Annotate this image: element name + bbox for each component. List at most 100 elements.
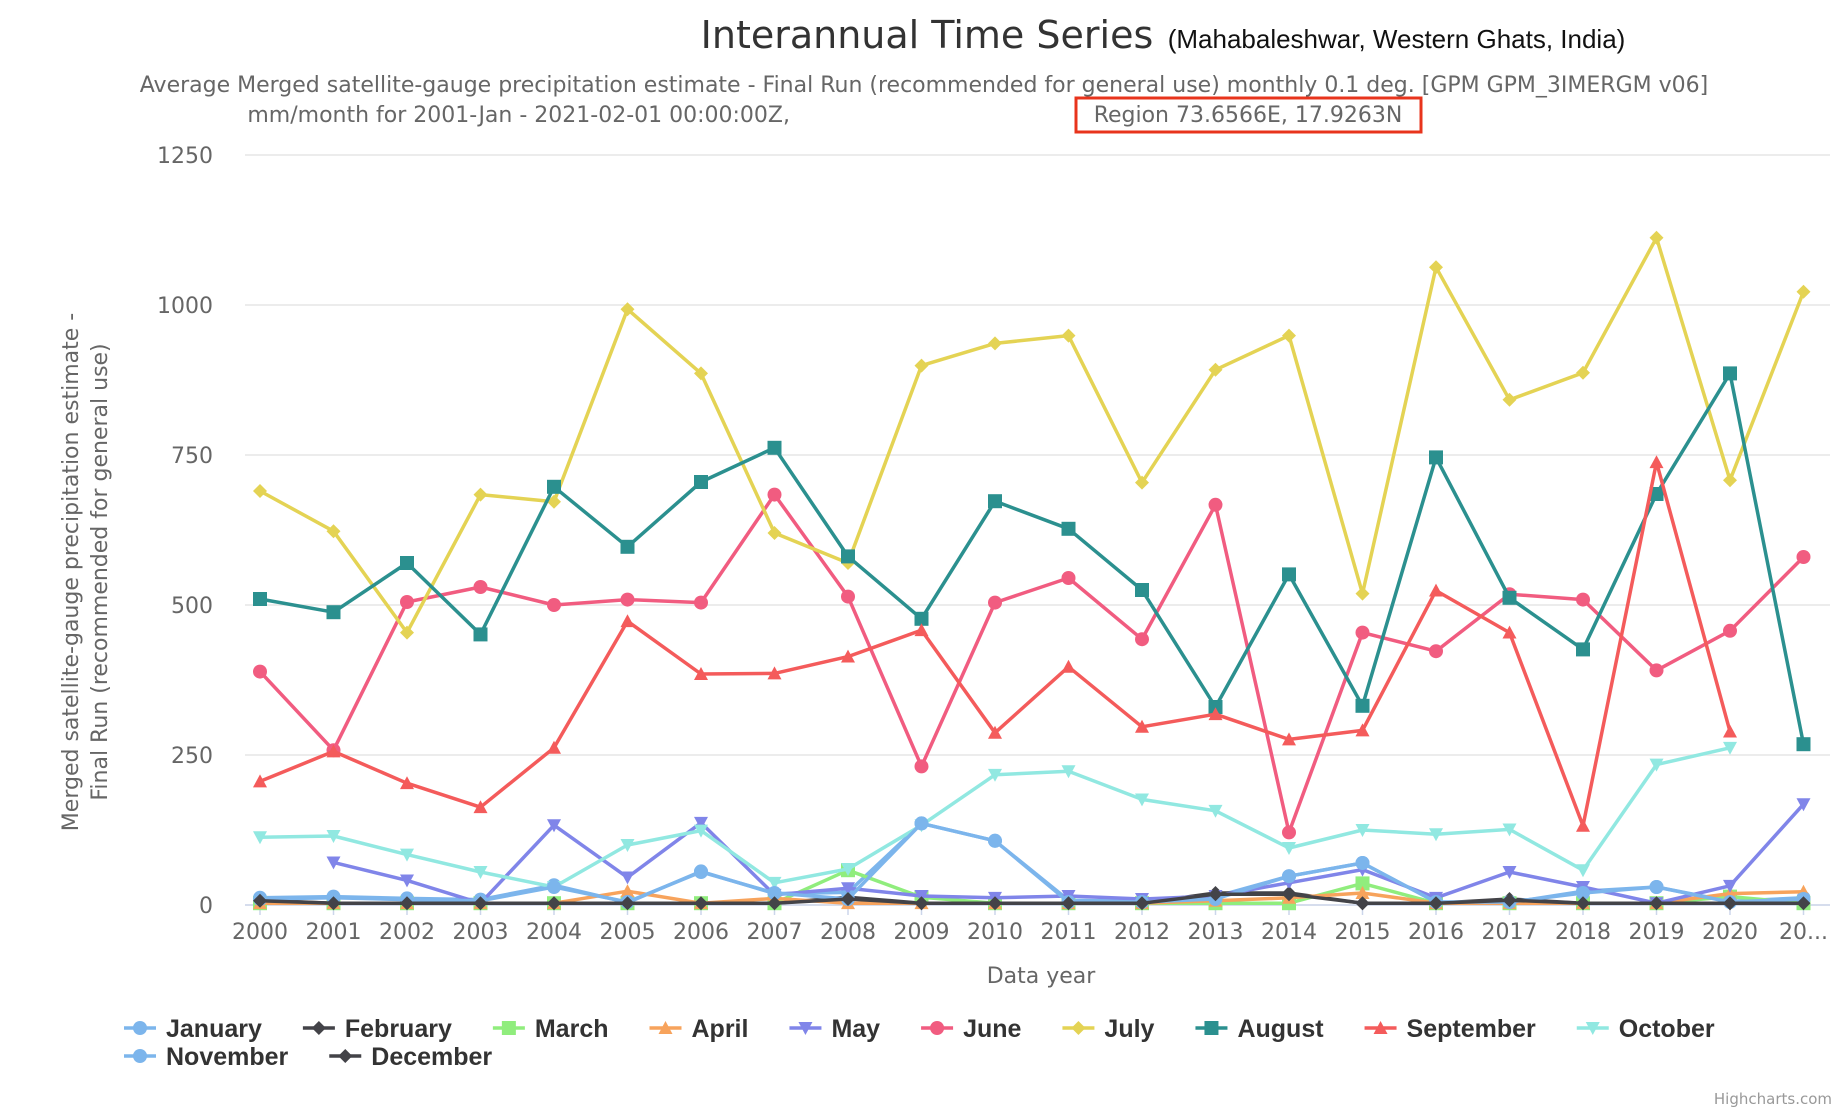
data-point-december[interactable] xyxy=(1282,887,1296,902)
data-point-march[interactable] xyxy=(1355,876,1370,891)
data-point-december[interactable] xyxy=(1649,896,1664,911)
data-point-august[interactable] xyxy=(1135,583,1149,597)
legend-item-november[interactable]: November xyxy=(124,1043,289,1071)
data-point-august[interactable] xyxy=(547,479,561,494)
data-point-december[interactable] xyxy=(767,896,782,911)
data-point-july[interactable] xyxy=(1649,230,1664,245)
data-point-july[interactable] xyxy=(988,336,1002,351)
data-point-may[interactable] xyxy=(547,819,561,833)
data-point-july[interactable] xyxy=(1282,328,1296,343)
data-point-july[interactable] xyxy=(1502,392,1517,407)
data-point-september[interactable] xyxy=(1649,455,1664,469)
data-point-october[interactable] xyxy=(1649,758,1664,772)
data-point-september[interactable] xyxy=(1429,583,1443,597)
data-point-december[interactable] xyxy=(547,896,561,911)
data-point-june[interactable] xyxy=(1061,571,1076,585)
data-point-may[interactable] xyxy=(1796,798,1811,812)
data-point-september[interactable] xyxy=(1061,659,1076,673)
data-point-october[interactable] xyxy=(400,848,414,862)
data-point-august[interactable] xyxy=(1355,698,1370,713)
data-point-december[interactable] xyxy=(1502,893,1517,908)
data-point-may[interactable] xyxy=(1723,879,1737,893)
data-point-december[interactable] xyxy=(400,896,414,911)
series-line-november[interactable] xyxy=(258,821,1806,904)
data-point-june[interactable] xyxy=(1576,592,1590,607)
data-point-august[interactable] xyxy=(1796,737,1811,752)
data-point-november[interactable] xyxy=(767,886,782,900)
data-point-december[interactable] xyxy=(1723,896,1737,911)
data-point-july[interactable] xyxy=(547,494,561,509)
data-point-june[interactable] xyxy=(1429,644,1443,659)
data-point-june[interactable] xyxy=(1796,550,1811,564)
data-point-october[interactable] xyxy=(1429,828,1443,842)
data-point-august[interactable] xyxy=(988,494,1002,509)
data-point-may[interactable] xyxy=(620,871,635,885)
data-point-september[interactable] xyxy=(253,774,267,788)
data-point-september[interactable] xyxy=(1355,723,1370,737)
data-point-july[interactable] xyxy=(1355,586,1370,601)
legend-item-july[interactable]: July xyxy=(1062,1015,1155,1043)
legend-item-april[interactable]: April xyxy=(649,1015,749,1043)
data-point-october[interactable] xyxy=(473,866,488,879)
data-point-october[interactable] xyxy=(988,768,1002,782)
data-point-july[interactable] xyxy=(1429,260,1443,275)
data-point-july[interactable] xyxy=(326,524,341,539)
data-point-august[interactable] xyxy=(400,556,414,570)
data-point-may[interactable] xyxy=(400,874,414,888)
legend-item-june[interactable]: June xyxy=(921,1015,1022,1043)
data-point-july[interactable] xyxy=(1723,473,1737,488)
data-point-september[interactable] xyxy=(326,744,341,758)
data-point-august[interactable] xyxy=(473,627,488,642)
data-point-september[interactable] xyxy=(1576,818,1590,832)
data-point-december[interactable] xyxy=(473,896,488,911)
data-point-september[interactable] xyxy=(767,666,782,680)
data-point-may[interactable] xyxy=(326,856,341,870)
data-point-october[interactable] xyxy=(253,831,267,845)
data-point-september[interactable] xyxy=(547,740,561,754)
data-point-june[interactable] xyxy=(694,595,708,610)
data-point-august[interactable] xyxy=(1723,366,1737,381)
data-point-september[interactable] xyxy=(1135,719,1149,733)
data-point-august[interactable] xyxy=(1208,700,1223,714)
data-point-september[interactable] xyxy=(1208,707,1223,721)
data-point-november[interactable] xyxy=(914,816,929,831)
data-point-july[interactable] xyxy=(694,366,708,381)
series-line-december[interactable] xyxy=(258,892,1806,905)
data-point-october[interactable] xyxy=(1502,823,1517,837)
data-point-june[interactable] xyxy=(914,759,929,774)
data-point-june[interactable] xyxy=(1282,825,1296,840)
data-point-june[interactable] xyxy=(400,595,414,609)
data-point-november[interactable] xyxy=(694,865,708,879)
data-point-december[interactable] xyxy=(694,896,708,911)
data-point-september[interactable] xyxy=(841,649,855,663)
data-point-september[interactable] xyxy=(400,776,414,790)
data-point-august[interactable] xyxy=(253,592,267,606)
data-point-november[interactable] xyxy=(1355,856,1370,870)
data-point-september[interactable] xyxy=(988,725,1002,739)
data-point-october[interactable] xyxy=(841,863,855,876)
legend-item-december[interactable]: December xyxy=(329,1043,492,1071)
data-point-november[interactable] xyxy=(1649,880,1664,894)
data-point-december[interactable] xyxy=(620,896,635,911)
data-point-may[interactable] xyxy=(1502,866,1517,879)
series-line-august[interactable] xyxy=(258,371,1806,746)
data-point-august[interactable] xyxy=(1649,487,1664,501)
series-line-june[interactable] xyxy=(258,492,1806,835)
data-point-july[interactable] xyxy=(400,625,414,640)
data-point-july[interactable] xyxy=(1796,284,1811,299)
data-point-august[interactable] xyxy=(326,605,341,620)
data-point-may[interactable] xyxy=(694,816,708,830)
data-point-july[interactable] xyxy=(914,358,929,373)
legend-item-january[interactable]: January xyxy=(124,1015,262,1043)
data-point-october[interactable] xyxy=(1723,741,1737,755)
data-point-december[interactable] xyxy=(1208,887,1223,902)
data-point-december[interactable] xyxy=(1061,896,1076,911)
data-point-december[interactable] xyxy=(253,893,267,908)
data-point-december[interactable] xyxy=(326,896,341,911)
data-point-june[interactable] xyxy=(620,592,635,607)
legend-item-may[interactable]: May xyxy=(789,1015,880,1043)
data-point-july[interactable] xyxy=(767,526,782,540)
legend-item-august[interactable]: August xyxy=(1195,1015,1324,1043)
data-point-august[interactable] xyxy=(1429,450,1443,465)
highcharts-credits[interactable]: Highcharts.com xyxy=(1714,1090,1832,1108)
